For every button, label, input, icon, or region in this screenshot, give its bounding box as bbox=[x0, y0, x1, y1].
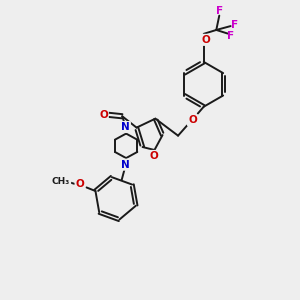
Text: O: O bbox=[202, 35, 211, 45]
Text: N: N bbox=[121, 160, 130, 170]
Text: O: O bbox=[76, 179, 84, 190]
Text: F: F bbox=[227, 31, 234, 41]
Text: N: N bbox=[121, 122, 130, 132]
Text: O: O bbox=[149, 151, 158, 161]
Text: CH₃: CH₃ bbox=[52, 177, 70, 186]
Text: O: O bbox=[99, 110, 108, 120]
Text: F: F bbox=[231, 20, 238, 30]
Text: F: F bbox=[216, 6, 224, 16]
Text: O: O bbox=[188, 115, 197, 125]
